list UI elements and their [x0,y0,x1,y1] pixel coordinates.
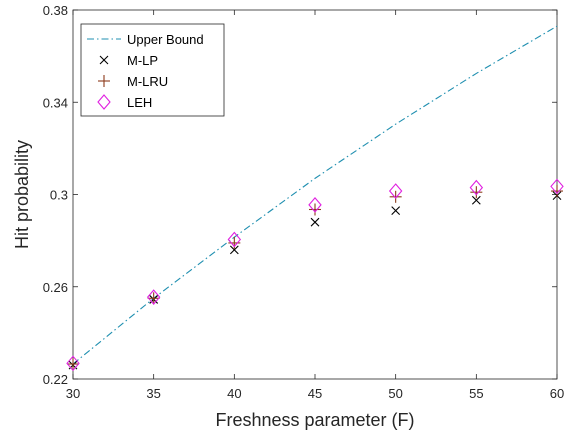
y-tick-label: 0.34 [43,95,68,110]
data-point-leh [550,178,564,195]
data-point-m-lp [310,217,320,227]
data-point-m-lp [471,195,481,205]
legend-swatch-leh [97,94,111,110]
data-point-m-lp [391,206,401,216]
legend-label-upper-bound: Upper Bound [127,32,204,47]
x-tick-label: 50 [388,386,402,401]
y-tick-label: 0.3 [50,188,68,203]
y-tick-label: 0.22 [43,372,68,387]
legend-swatch-m-lp [99,55,109,65]
data-point-m-lru [309,203,321,216]
data-point-leh [388,183,403,199]
data-point-m-lru [67,358,79,371]
x-tick-label: 35 [146,386,160,401]
y-axis-label: Hit probability [12,140,32,249]
data-point-leh [227,231,242,248]
x-axis-label: Freshness parameter (F) [215,410,414,430]
x-tick-label: 55 [469,386,483,401]
data-point-m-lp [229,245,239,255]
data-point-m-lru [470,186,483,199]
y-tick-label: 0.38 [43,3,68,18]
legend-label-leh: LEH [127,95,152,110]
x-tick-label: 45 [308,386,322,401]
data-point-leh [469,179,484,196]
data-point-m-lru [389,190,402,203]
x-tick-label: 40 [227,386,241,401]
data-point-m-lru [551,185,563,198]
legend-label-m-lru: M-LRU [127,74,168,89]
y-tick-label: 0.26 [43,280,68,295]
data-point-leh [146,289,161,305]
data-point-leh [66,355,80,372]
legend-label-m-lp: M-LP [127,53,158,68]
legend-swatch-m-lru [98,75,110,87]
data-point-leh [308,197,322,213]
data-point-m-lru [147,292,160,305]
x-tick-label: 30 [66,386,80,401]
x-tick-label: 60 [550,386,564,401]
